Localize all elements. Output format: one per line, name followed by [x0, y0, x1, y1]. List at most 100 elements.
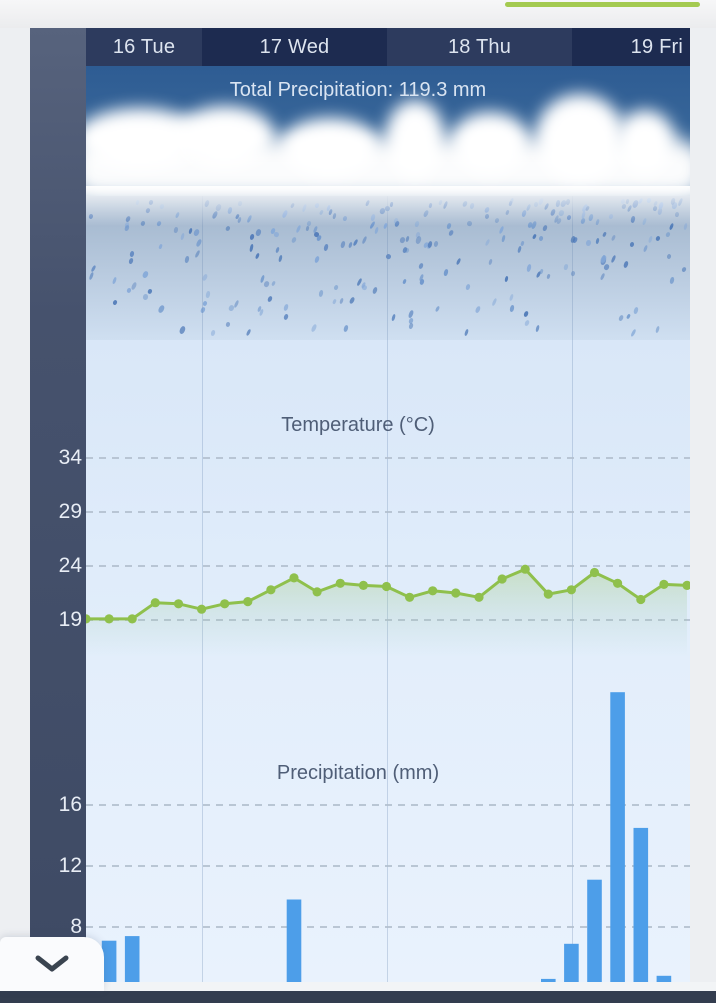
cloud-puff-5	[450, 112, 530, 174]
raindrop	[487, 258, 493, 266]
day-header-16-tue: 16 Tue	[86, 28, 202, 66]
raindrop	[629, 241, 635, 248]
raindrop	[332, 298, 337, 304]
raindrop	[254, 228, 262, 236]
raindrop	[442, 269, 449, 277]
raindrop	[384, 252, 392, 260]
raindrop	[323, 243, 330, 252]
raindrop	[227, 303, 235, 312]
day-boundary-line-1	[202, 66, 203, 982]
bottom-nav-bar	[0, 991, 716, 1003]
bottom-strip	[0, 982, 716, 991]
raindrop	[262, 279, 270, 288]
raindrop	[617, 314, 624, 322]
raindrop	[372, 286, 379, 295]
raindrop	[622, 260, 629, 268]
raindrop	[599, 273, 605, 281]
raindrop	[647, 235, 653, 243]
raindrop	[245, 328, 252, 337]
day-header-17-wed: 17 Wed	[202, 28, 387, 66]
temperature-line-chart	[86, 457, 690, 656]
y-tick-8: 8	[70, 915, 82, 938]
raindrop	[266, 295, 273, 303]
y-tick-24: 24	[58, 554, 82, 577]
raindrop	[202, 300, 208, 307]
raindrop	[538, 235, 544, 242]
raindrop	[374, 226, 380, 235]
raindrop	[654, 325, 661, 334]
raindrop	[183, 255, 189, 264]
top-strip	[0, 0, 716, 28]
raindrop	[523, 319, 530, 327]
raindrop	[474, 305, 481, 313]
raindrop	[666, 253, 672, 260]
raindrop	[141, 293, 148, 301]
raindrop	[562, 263, 569, 270]
raindrop	[290, 236, 297, 244]
raindrop	[157, 304, 165, 314]
raindrop	[141, 269, 149, 278]
raindrop	[534, 324, 540, 333]
cloud-bottom-fade	[86, 186, 690, 226]
raindrop	[391, 313, 397, 322]
raindrop	[128, 257, 135, 265]
raindrop	[282, 313, 290, 321]
raindrop	[225, 321, 231, 328]
raindrop	[491, 297, 497, 306]
raindrop	[681, 266, 687, 274]
raindrop	[402, 278, 408, 285]
raindrop	[178, 324, 186, 334]
raindrop	[463, 328, 469, 337]
raindrop	[595, 237, 601, 245]
cloud-puff-7	[615, 110, 675, 174]
meteogram-chart[interactable]: 16 Tue 17 Wed 18 Thu 19 Fri Total Precipita…	[86, 28, 690, 982]
raindrop	[310, 323, 317, 333]
day-header-row: 16 Tue 17 Wed 18 Thu 19 Fri	[86, 28, 690, 66]
raindrop	[112, 298, 119, 306]
raindrop	[225, 225, 231, 232]
raindrop	[351, 239, 358, 247]
raindrop	[273, 231, 280, 238]
raindrop	[610, 255, 617, 264]
raindrop	[539, 268, 544, 275]
y-tick-16: 16	[58, 793, 82, 816]
raindrop	[629, 328, 637, 337]
raindrop	[504, 276, 509, 283]
raindrop	[360, 236, 367, 245]
raindrop	[455, 257, 462, 266]
day-boundary-line-3	[572, 66, 573, 982]
collapse-panel-button[interactable]	[0, 937, 104, 991]
raindrop	[317, 289, 324, 298]
raindrop	[632, 306, 639, 314]
raindrop	[525, 263, 532, 272]
raindrop	[501, 234, 506, 242]
raindrop	[282, 303, 290, 312]
raindrop	[129, 251, 135, 258]
raindrop	[192, 227, 200, 237]
raindrop	[205, 290, 211, 299]
day-boundary-line-2	[387, 66, 388, 982]
raindrop	[625, 313, 631, 320]
raindrop	[130, 281, 137, 291]
cloud-puff-4	[385, 100, 445, 178]
raindrop	[112, 277, 117, 285]
raindrop	[407, 322, 414, 330]
raindrop	[278, 254, 283, 262]
raindrop	[668, 276, 675, 285]
raindrop	[498, 225, 505, 234]
raindrop	[147, 288, 154, 295]
y-tick-12: 12	[58, 854, 82, 877]
y-tick-19: 19	[58, 608, 82, 631]
raindrop	[173, 226, 179, 233]
raindrop	[610, 234, 617, 242]
raindrop	[343, 324, 350, 332]
raindrop	[584, 239, 591, 247]
raindrop	[88, 271, 94, 280]
raindrop	[433, 240, 439, 248]
raindrop	[447, 229, 455, 238]
raindrop	[179, 232, 185, 241]
chevron-down-icon	[35, 955, 69, 972]
raindrop	[520, 240, 525, 247]
raindrop	[522, 310, 530, 318]
